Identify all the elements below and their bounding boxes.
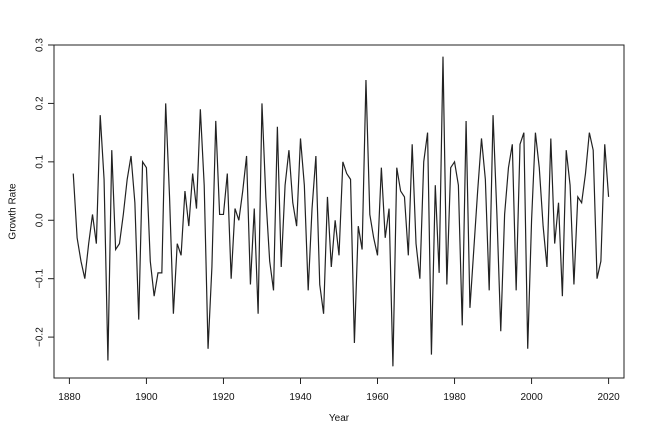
x-tick-label-1920: 1920 bbox=[212, 392, 235, 403]
x-tick-label-1960: 1960 bbox=[366, 392, 389, 403]
y-tick-label-0: 0.0 bbox=[35, 213, 46, 227]
x-tick-label-1940: 1940 bbox=[289, 392, 312, 403]
y-tick-label-neg0_1: −0.1 bbox=[35, 268, 46, 288]
x-tick-label-2020: 2020 bbox=[597, 392, 620, 403]
y-axis: −0.2 −0.1 0.0 0.1 0.2 0.3 bbox=[35, 38, 54, 347]
y-tick-label-0_3: 0.3 bbox=[35, 38, 46, 52]
y-tick-label-0_2: 0.2 bbox=[35, 96, 46, 110]
x-tick-label-1900: 1900 bbox=[135, 392, 158, 403]
x-tick-label-2000: 2000 bbox=[520, 392, 543, 403]
x-tick-label-1880: 1880 bbox=[58, 392, 81, 403]
x-tick-label-1980: 1980 bbox=[443, 392, 466, 403]
x-axis-title: Year bbox=[329, 413, 350, 424]
y-tick-label-neg0_2: −0.2 bbox=[35, 327, 46, 347]
y-axis-title: Growth Rate bbox=[8, 183, 19, 240]
growth-rate-series-line bbox=[72, 56, 610, 367]
y-tick-label-0_1: 0.1 bbox=[35, 154, 46, 168]
plot-frame bbox=[53, 44, 625, 379]
x-axis: 1880 1900 1920 1940 1960 1980 2000 2020 bbox=[58, 378, 620, 403]
